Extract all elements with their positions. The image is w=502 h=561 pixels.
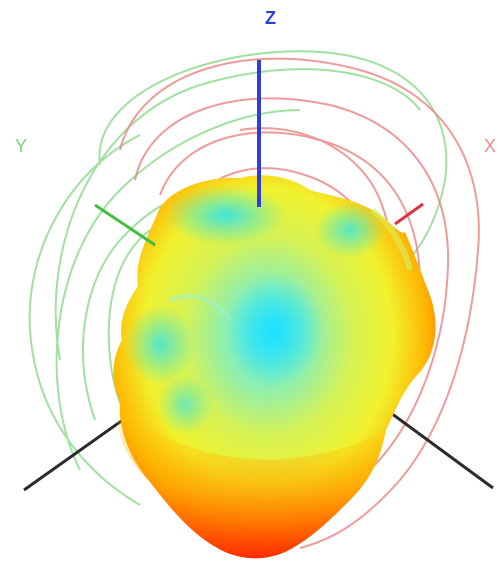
axis-x-label: X <box>484 136 497 156</box>
axis-y-label: Y <box>15 136 28 156</box>
radiation-body <box>113 175 436 559</box>
surface-lobe-right <box>370 207 413 271</box>
cyan-region-lower-left <box>157 375 213 435</box>
contour-y-2 <box>54 68 421 361</box>
axis-x-positive <box>394 202 424 226</box>
cyan-region-center <box>227 275 323 385</box>
contour-x-1 <box>119 57 480 549</box>
contour-y-3 <box>55 109 301 471</box>
contour-x-2 <box>134 97 450 471</box>
cyan-region-left <box>125 305 195 385</box>
axis-y-positive <box>94 203 156 247</box>
axis-z-label: Z <box>265 8 276 28</box>
axis-x-negative <box>379 403 494 490</box>
cyan-region-upper <box>165 185 285 245</box>
contour-y-5 <box>28 134 141 506</box>
radiation-bottom-shade <box>117 402 386 559</box>
surface-ridge <box>169 293 232 322</box>
cyan-region-right <box>315 202 385 258</box>
